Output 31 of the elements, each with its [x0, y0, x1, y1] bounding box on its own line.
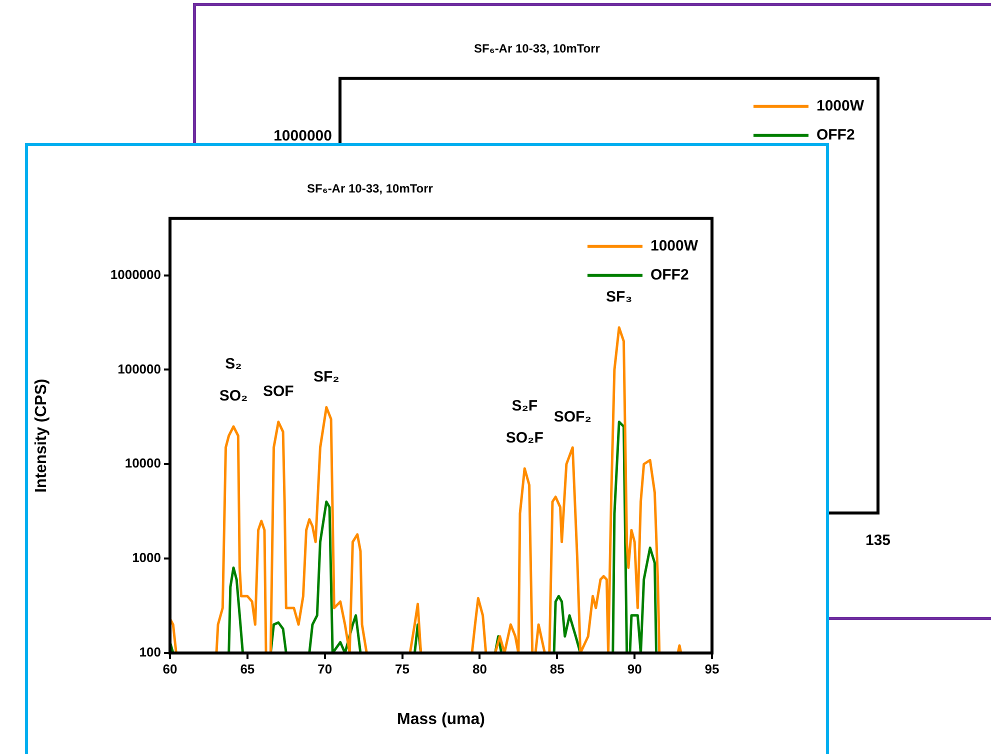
annotation: SF₃: [606, 288, 632, 306]
annotation: SF₂: [313, 368, 340, 386]
y-tick-label: 100: [139, 644, 161, 660]
x-tick-label: 60: [162, 661, 178, 676]
x-tick-label: 75: [395, 661, 410, 676]
x-axis-title: Mass (uma): [396, 710, 486, 728]
annotation: SOF₂: [554, 408, 592, 426]
y-tick-label: 10000: [124, 456, 161, 471]
chart-title: SF₆-Ar 10-33, 10mTorr: [307, 182, 434, 196]
x-tick-label: 95: [704, 661, 720, 676]
annotation: SO₂: [219, 388, 248, 405]
text: 1000000: [274, 128, 332, 145]
x-tick-label: 85: [550, 661, 564, 676]
x-tick-label: 80: [472, 661, 487, 676]
x-tick-label: 70: [318, 661, 332, 676]
x-tick-label: 90: [627, 661, 642, 676]
x-tick-label: 65: [240, 661, 255, 676]
legend-label: 1000W: [650, 238, 699, 255]
legend-label: OFF2: [650, 266, 689, 284]
legend-label: 1000W: [816, 98, 865, 115]
y-tick-label: 1000: [132, 550, 161, 566]
annotation: SOF: [262, 383, 294, 400]
annotation: S₂: [225, 356, 242, 373]
text: 135: [865, 532, 891, 550]
y-tick-label: 100000: [118, 361, 161, 376]
y-tick-label: 1000000: [110, 266, 161, 282]
legend-label: OFF2: [816, 126, 855, 144]
y-axis-title: Intensity (CPS): [33, 378, 50, 493]
text: SF₆-Ar 10-33, 10mTorr: [474, 42, 600, 56]
annotation: S₂F: [512, 398, 538, 415]
annotation: SO₂F: [506, 430, 544, 447]
